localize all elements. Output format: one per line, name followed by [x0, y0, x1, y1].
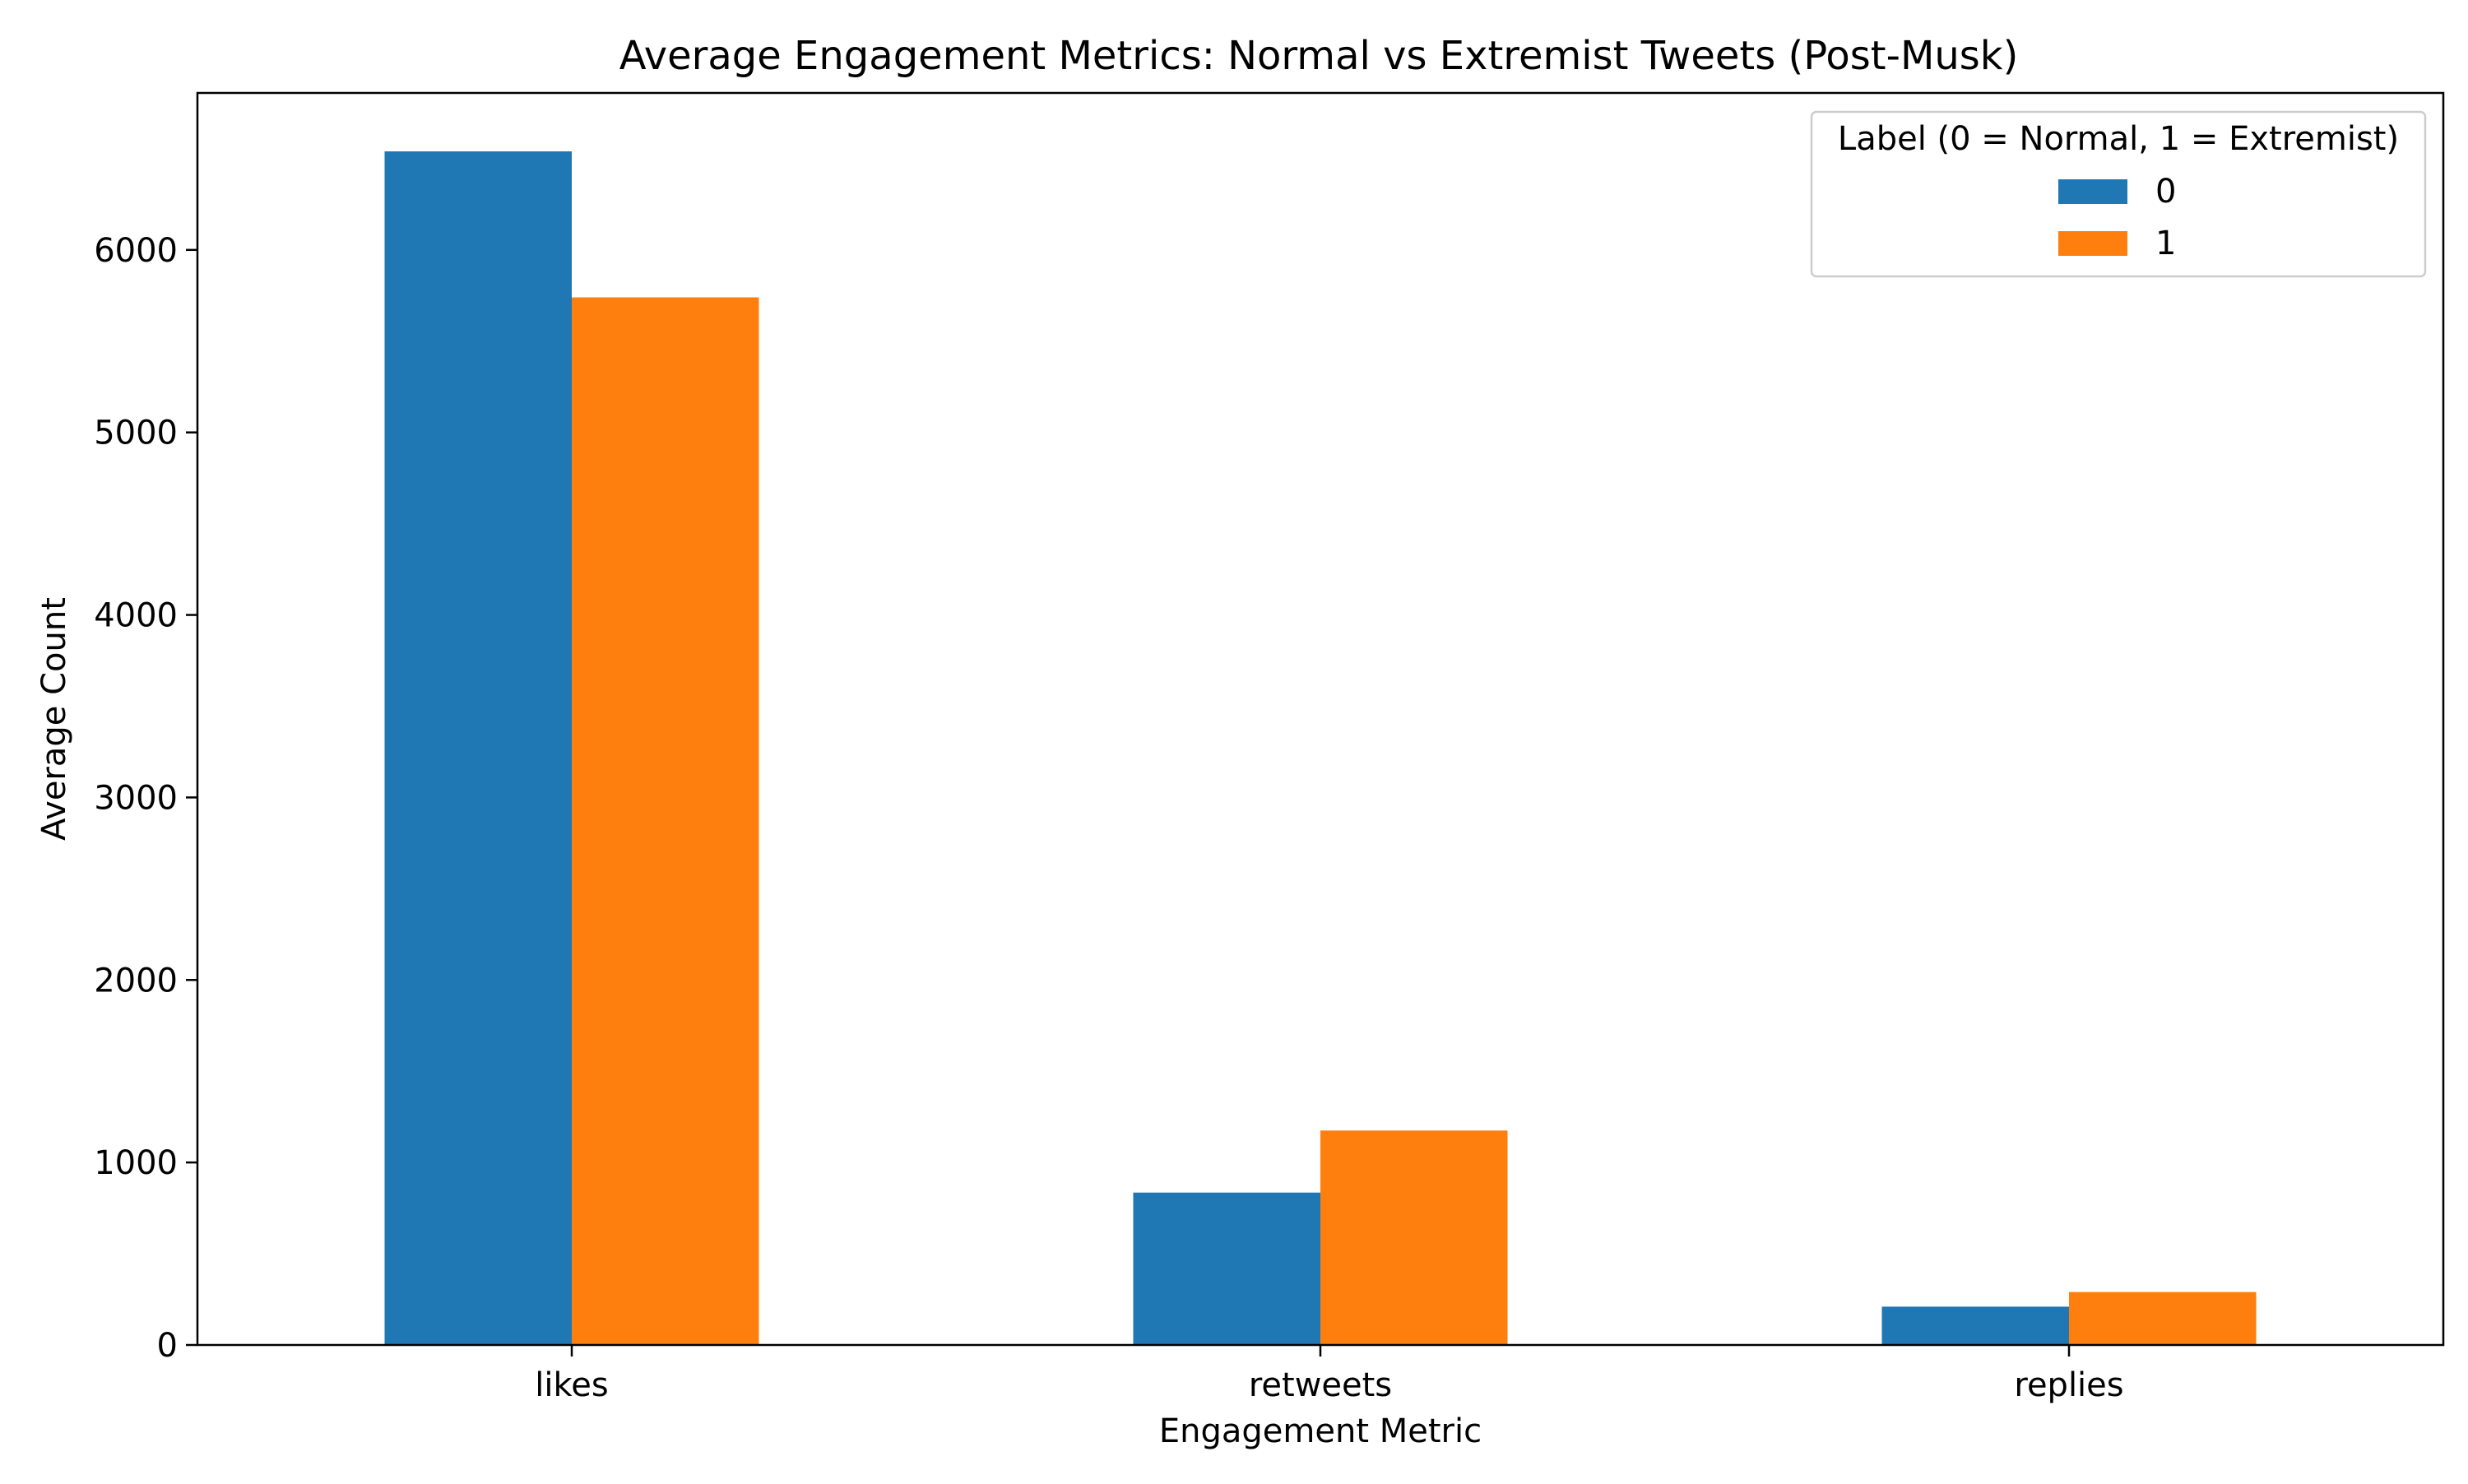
x-tick-label-replies: replies: [2014, 1366, 2123, 1404]
plot-area-frame: [196, 91, 2445, 1347]
x-axis-ticks: likes retweets replies: [535, 1345, 2124, 1404]
y-tick-label: 5000: [94, 415, 178, 452]
y-tick-label: 4000: [94, 597, 178, 635]
y-tick-label: 2000: [94, 962, 178, 999]
bar-likes-series-0: [384, 151, 572, 1346]
legend-swatch-series-0: [2058, 179, 2127, 204]
bars-layer: [384, 151, 2257, 1346]
x-axis-label: Engagement Metric: [1159, 1412, 1482, 1450]
y-tick-label: 0: [157, 1327, 178, 1365]
x-tick-label-likes: likes: [535, 1366, 608, 1404]
y-tick-label: 3000: [94, 779, 178, 817]
y-axis-ticks: 0 1000 2000 3000 4000 5000 6000: [94, 232, 197, 1365]
legend-title: Label (0 = Normal, 1 = Extremist): [1838, 120, 2399, 158]
y-axis-label: Average Count: [35, 597, 73, 841]
bar-replies-series-1: [2069, 1292, 2257, 1345]
chart-title: Average Engagement Metrics: Normal vs Ex…: [619, 33, 2019, 79]
legend: Label (0 = Normal, 1 = Extremist) 0 1: [1810, 110, 2427, 278]
bar-replies-series-0: [1881, 1306, 2069, 1345]
y-tick-label: 6000: [94, 232, 178, 270]
bar-retweets-series-1: [1320, 1130, 1508, 1345]
legend-swatch-series-1: [2058, 231, 2127, 256]
legend-label-series-0: 0: [2155, 173, 2176, 211]
y-tick-label: 1000: [94, 1144, 178, 1182]
bar-retweets-series-0: [1133, 1192, 1320, 1345]
x-tick-label-retweets: retweets: [1249, 1366, 1392, 1404]
bar-likes-series-1: [572, 297, 759, 1346]
legend-label-series-1: 1: [2155, 225, 2176, 262]
